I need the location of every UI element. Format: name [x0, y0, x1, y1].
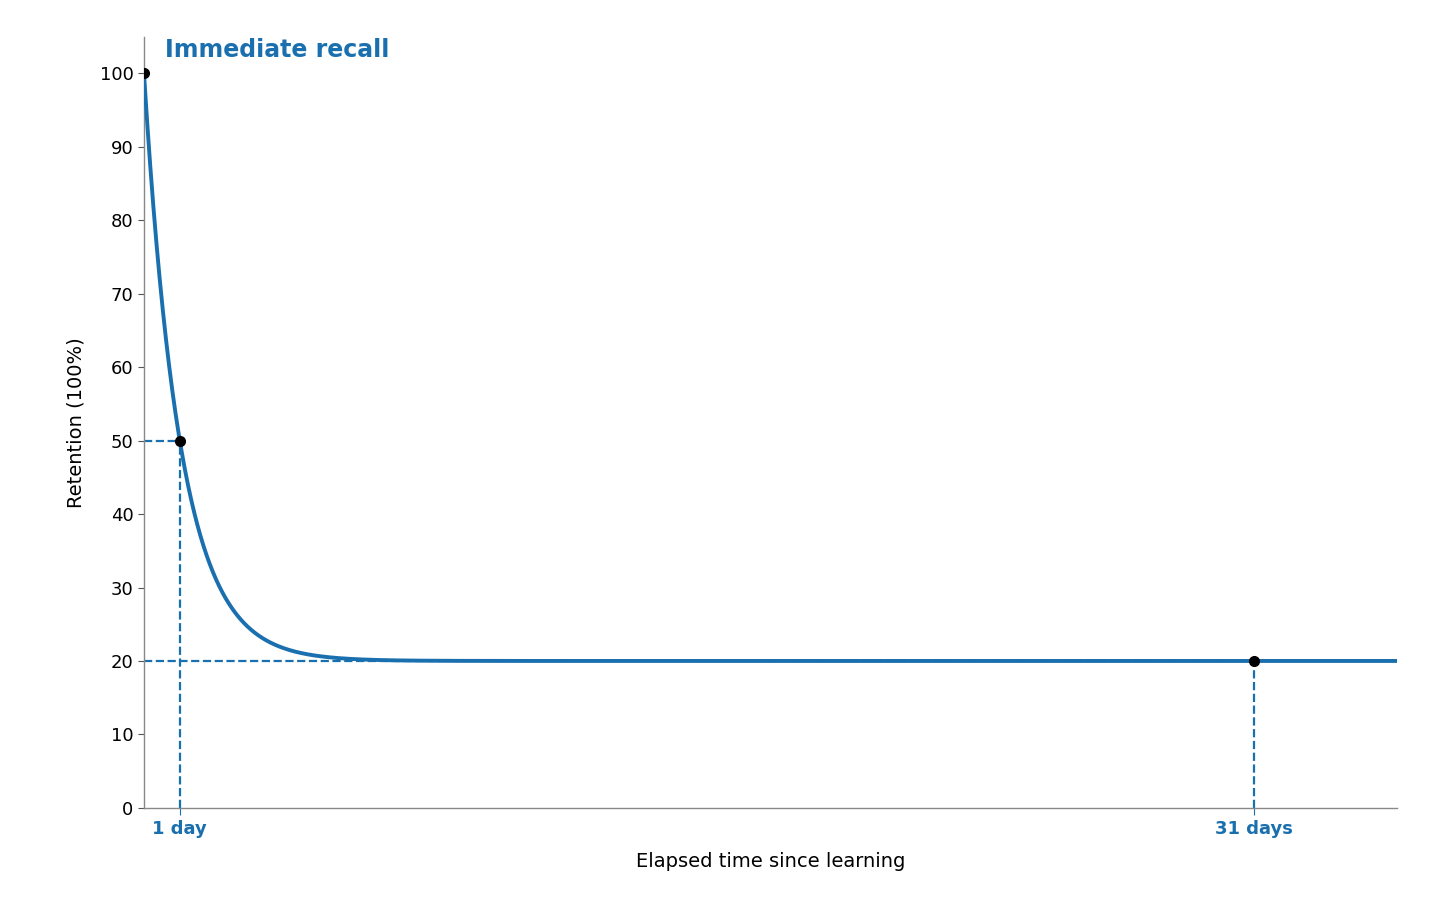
X-axis label: Elapsed time since learning: Elapsed time since learning	[635, 852, 906, 870]
Y-axis label: Retention (100%): Retention (100%)	[66, 337, 86, 508]
Text: Immediate recall: Immediate recall	[166, 39, 390, 62]
